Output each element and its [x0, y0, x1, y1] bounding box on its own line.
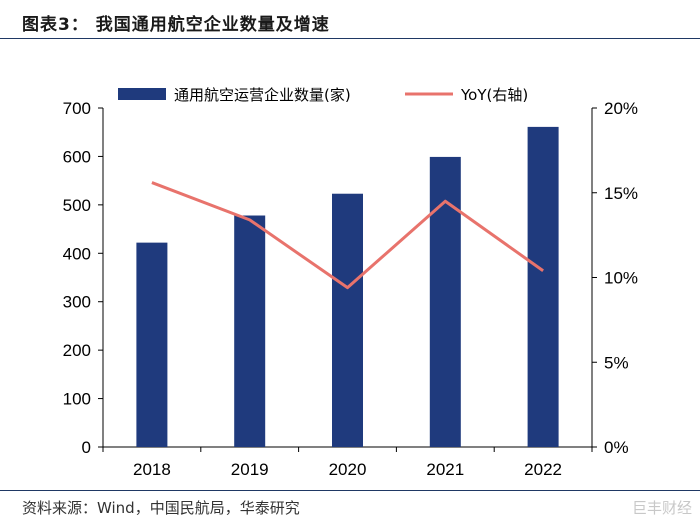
y-tick-label: 200: [63, 341, 91, 360]
bar: [429, 156, 461, 448]
legend-line-label: YoY(右轴): [460, 86, 528, 104]
figure-header: 图表3： 我国通用航空企业数量及增速: [0, 0, 700, 40]
figure-title: 图表3： 我国通用航空企业数量及增速: [22, 15, 330, 35]
bar: [527, 126, 559, 447]
y-tick-label: 0: [82, 438, 91, 457]
bar: [234, 215, 266, 447]
legend-bar-label: 通用航空运营企业数量(家): [174, 86, 351, 104]
source-note: 资料来源：Wind，中国民航局，华泰研究: [22, 499, 300, 517]
y2-tick-label: 15%: [604, 184, 638, 203]
legend-bar-swatch: [118, 88, 166, 100]
tick-labels: 0 100 200 300 400 500 600 700 0% 5% 10% 15% 20% 2018 2…: [63, 99, 638, 479]
x-tick-label: 2022: [524, 460, 562, 479]
x-tick-label: 2021: [426, 460, 464, 479]
watermark: 巨丰财经: [631, 499, 692, 517]
bar: [332, 193, 363, 447]
x-tick-label: 2019: [231, 460, 269, 479]
x-tick-label: 2020: [329, 460, 367, 479]
bar: [136, 242, 168, 447]
x-tick-label: 2018: [133, 460, 171, 479]
y-tick-label: 400: [63, 244, 91, 263]
y-tick-label: 600: [63, 147, 91, 166]
header-rule: [0, 38, 700, 39]
y2-tick-label: 10%: [604, 269, 638, 288]
bars: [136, 126, 559, 448]
y-tick-label: 300: [63, 293, 91, 312]
y-tick-label: 700: [63, 99, 91, 118]
y2-tick-label: 5%: [604, 353, 629, 372]
legend: 通用航空运营企业数量(家) YoY(右轴): [118, 86, 528, 104]
y-tick-label: 100: [63, 390, 91, 409]
y-tick-label: 500: [63, 196, 91, 215]
y2-tick-label: 0%: [604, 438, 629, 457]
footer-rule: [0, 490, 700, 491]
yoy-line: [151, 181, 544, 290]
y2-tick-label: 20%: [604, 99, 638, 118]
